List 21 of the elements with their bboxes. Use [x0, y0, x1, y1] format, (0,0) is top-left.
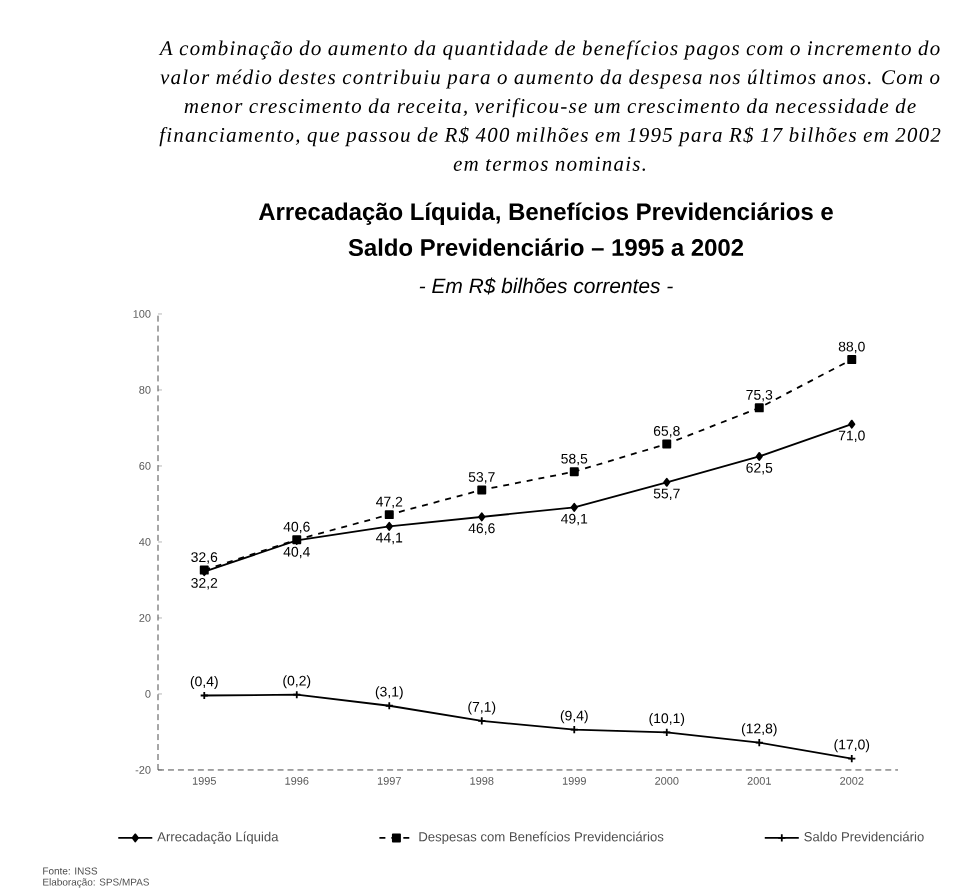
- point: [662, 727, 672, 737]
- point: [847, 355, 857, 365]
- point: [662, 439, 672, 449]
- point: [292, 690, 302, 700]
- point: [755, 451, 763, 461]
- point: [663, 477, 671, 487]
- point: [385, 521, 393, 531]
- point: [477, 716, 487, 726]
- point: [569, 725, 579, 735]
- point: [478, 512, 486, 522]
- point: [384, 701, 394, 711]
- point: [848, 419, 856, 429]
- chart-subtitle: - Em R$ bilhões correntes -: [419, 277, 673, 295]
- point: [570, 502, 578, 512]
- point: [569, 467, 579, 477]
- point: [477, 485, 487, 495]
- point: [754, 403, 764, 413]
- point: [384, 510, 394, 520]
- chart-title: Arrecadação Líquida, Benefícios Previdenciários e Saldo Previdenciário – 1995 a 2002: [258, 202, 833, 256]
- point: [754, 738, 764, 748]
- text: A combinação do aumento da quantidade de benefícios pagos com o incremento do valor médio destes contribuiu para o aumento da despesa nos últimos anos. Com o menor crescimento da receita, verificou-se um crescimento da necessidade de financiamento, que passou de R$ 400 milhões em 1995 para R$ 17 bilhões em 2002 em termos nominais.: [158, 40, 941, 171]
